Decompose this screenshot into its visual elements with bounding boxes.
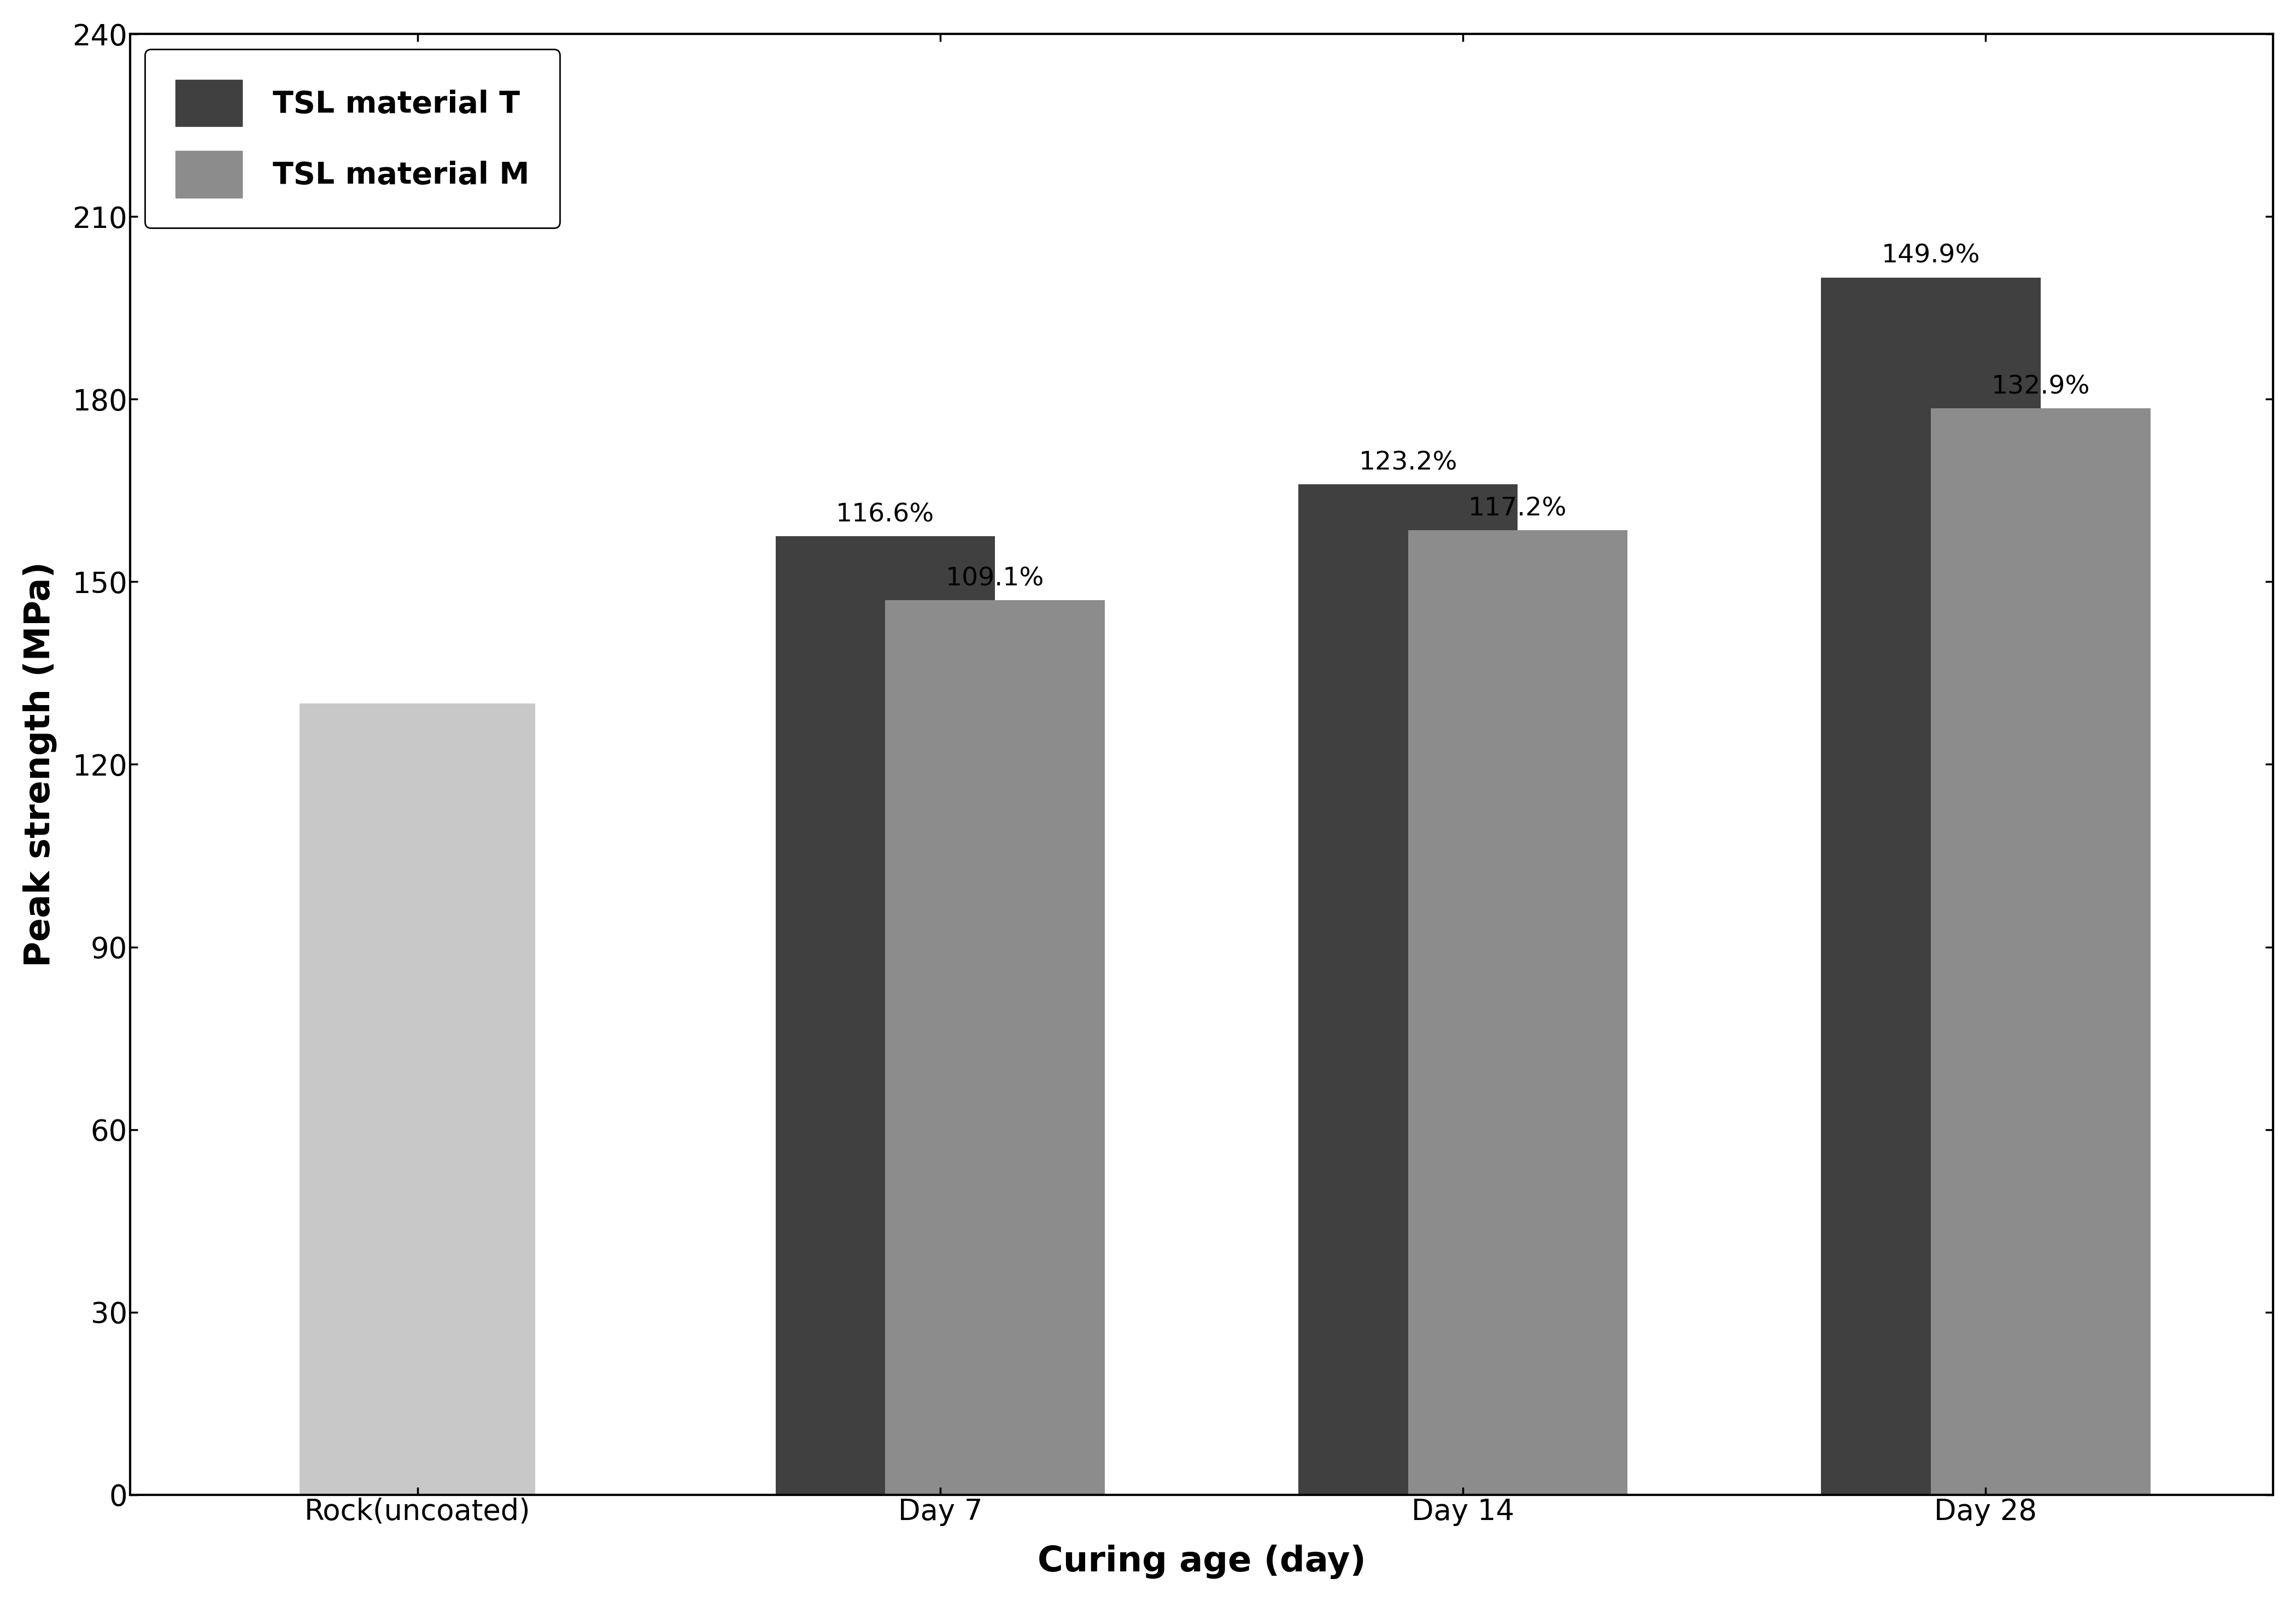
Bar (776, 537, 994, 1495)
Bar (301, 703, 535, 1495)
Bar (1931, 409, 2151, 1495)
X-axis label: Curing age (day): Curing age (day) (1038, 1544, 1366, 1580)
Text: 109.1%: 109.1% (946, 566, 1045, 591)
Bar (886, 601, 1104, 1495)
Text: 117.2%: 117.2% (1469, 497, 1568, 521)
Bar (1297, 484, 1518, 1495)
Bar (1821, 277, 2041, 1495)
Bar (1407, 530, 1628, 1495)
Legend: TSL material T, TSL material M: TSL material T, TSL material M (145, 50, 560, 227)
Text: 149.9%: 149.9% (1880, 244, 1979, 268)
Text: 116.6%: 116.6% (836, 503, 934, 527)
Text: 132.9%: 132.9% (1991, 375, 2089, 399)
Y-axis label: Peak strength (MPa): Peak strength (MPa) (23, 562, 57, 968)
Text: 123.2%: 123.2% (1359, 450, 1458, 476)
